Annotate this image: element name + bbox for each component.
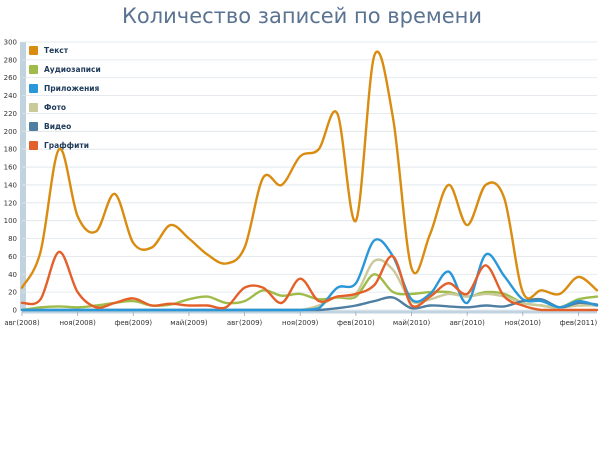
x-tick-label: авг(2009): [227, 319, 263, 327]
x-tick-label: фев(2010): [337, 319, 375, 327]
y-tick-label: 300: [4, 39, 17, 47]
y-tick-label: 160: [4, 164, 17, 172]
y-tick-label: 0: [13, 307, 17, 315]
chart-title: Количество записей по времени: [121, 4, 483, 28]
series-line-3: [20, 238, 599, 312]
y-axis-strip: [20, 42, 26, 310]
legend-swatch: [29, 46, 38, 55]
legend-label: Приложения: [44, 84, 100, 93]
y-tick-label: 140: [4, 181, 17, 189]
legend-label: Аудиозаписи: [44, 65, 101, 74]
legend-label: Фото: [44, 103, 66, 112]
series-line-6: [20, 250, 599, 312]
legend-label: Текст: [44, 46, 69, 55]
legend-swatch: [29, 141, 38, 150]
y-tick-label: 40: [8, 271, 17, 279]
y-tick-label: 120: [4, 199, 17, 207]
y-tick-label: 240: [4, 92, 17, 100]
legend-swatch: [29, 103, 38, 112]
y-tick-label: 20: [8, 289, 17, 297]
legend-label: Граффити: [44, 141, 89, 150]
x-tick-label: фев(2011): [560, 319, 598, 327]
x-tick-label: ноя(2009): [282, 319, 319, 327]
legend-swatch: [29, 84, 38, 93]
legend-swatch: [29, 122, 38, 131]
y-tick-label: 220: [4, 110, 17, 118]
y-tick-label: 200: [4, 128, 17, 136]
y-tick-label: 180: [4, 146, 17, 154]
x-tick-label: авг(2008): [4, 319, 40, 327]
y-tick-label: 60: [8, 253, 17, 261]
x-tick-label: авг(2010): [449, 319, 485, 327]
x-tick-label: ноя(2008): [59, 319, 96, 327]
series-line-1: [20, 50, 599, 300]
y-tick-label: 80: [8, 235, 17, 243]
legend-label: Видео: [44, 122, 71, 131]
y-tick-label: 260: [4, 74, 17, 82]
x-tick-label: май(2009): [170, 319, 208, 327]
legend-swatch: [29, 65, 38, 74]
y-tick-label: 100: [4, 217, 17, 225]
y-tick-label: 280: [4, 56, 17, 64]
x-tick-label: ноя(2010): [505, 319, 542, 327]
x-tick-label: фев(2009): [114, 319, 152, 327]
x-tick-label: май(2010): [393, 319, 431, 327]
